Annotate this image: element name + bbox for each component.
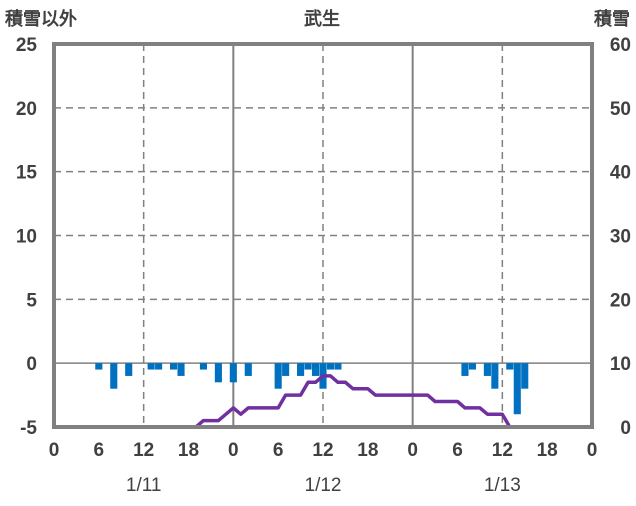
bar: [297, 363, 305, 376]
x-tick-label: 18: [178, 440, 199, 461]
bar: [95, 363, 103, 370]
x-tick-label: 0: [49, 440, 60, 461]
bar: [461, 363, 469, 376]
bar: [244, 363, 252, 376]
y-left-tick-label: 0: [26, 354, 37, 375]
bar: [274, 363, 282, 389]
y-right-tick-label: 20: [610, 290, 631, 311]
y-left-tick-label: -5: [20, 418, 37, 439]
x-date-label: 1/12: [305, 475, 342, 496]
bar: [229, 363, 237, 383]
bar: [334, 363, 342, 370]
bar: [214, 363, 222, 383]
bar: [506, 363, 514, 370]
bar: [521, 363, 529, 389]
y-left-tick-label: 15: [16, 163, 38, 184]
bar: [170, 363, 178, 370]
y-right-tick-label: 30: [610, 227, 631, 248]
line-layer: [143, 374, 592, 429]
y-right-tick-label: 60: [610, 35, 631, 56]
y-right-tick-label: 0: [620, 418, 631, 439]
bar: [311, 363, 320, 376]
bar: [125, 363, 133, 376]
x-date-label: 1/11: [126, 475, 162, 496]
bar: [491, 363, 499, 389]
plot-frame: [52, 42, 594, 429]
bar: [468, 363, 476, 370]
y-left-tick-label: 5: [26, 290, 37, 311]
bar: [326, 363, 335, 370]
y-right-tick-label: 10: [610, 354, 631, 375]
x-tick-label: 6: [273, 440, 284, 461]
x-date-label: 1/13: [484, 475, 521, 496]
y-left-axis-title: 積雪以外: [4, 8, 77, 29]
x-tick-label: 18: [537, 440, 558, 461]
x-tick-label: 0: [587, 440, 598, 461]
bar: [483, 363, 491, 376]
bar: [513, 363, 521, 415]
y-right-tick-label: 40: [610, 163, 631, 184]
bar: [147, 363, 155, 370]
y-left-tick-label: 25: [16, 35, 38, 56]
y-right-axis-title: 積雪: [593, 8, 630, 29]
bar: [155, 363, 163, 370]
x-tick-label: 6: [452, 440, 463, 461]
x-tick-label: 0: [407, 440, 418, 461]
y-left-tick-label: 10: [16, 227, 37, 248]
x-tick-label: 12: [492, 440, 513, 461]
y-right-tick-label: 50: [610, 99, 631, 120]
x-tick-label: 0: [228, 440, 239, 461]
bar: [304, 363, 312, 370]
bar: [110, 363, 118, 389]
bar: [199, 363, 207, 370]
x-tick-label: 12: [312, 440, 333, 461]
chart-title: 武生: [304, 8, 340, 29]
bar: [282, 363, 290, 376]
bar: [177, 363, 185, 376]
snow-depth-line: [143, 374, 592, 429]
y-left-tick-label: 20: [16, 99, 37, 120]
x-tick-label: 18: [357, 440, 378, 461]
x-tick-label: 12: [133, 440, 154, 461]
x-tick-label: 6: [94, 440, 105, 461]
